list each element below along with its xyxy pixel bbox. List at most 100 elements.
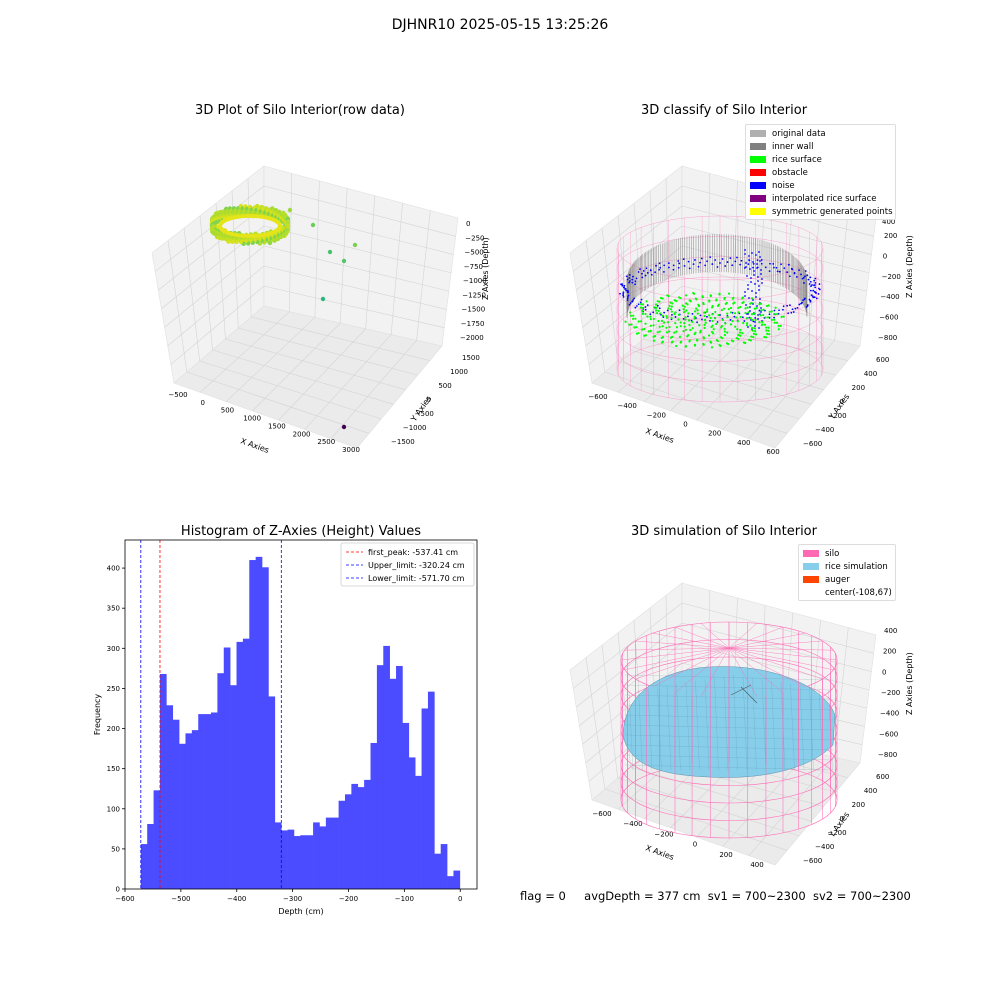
histogram-bar [204,714,212,889]
plot2-rice-point [766,316,770,319]
plot2-rice-point [659,312,662,315]
legend-label: silo [825,548,840,559]
plot2-rice-point [665,326,668,329]
plot2-noise-point [749,306,751,308]
plot2-noise-point [759,256,761,258]
plot2-rice-point [670,310,673,313]
plot1-xtick-label: 1000 [243,415,261,423]
plot2-rice-point [641,303,645,306]
plot2-rice-point [696,339,699,342]
plot1-data-point [285,223,291,228]
plot2-rice-point [737,311,740,314]
plot2-noise-point [817,287,820,290]
plot2-rice-point [723,330,727,333]
plot2-noise-point [625,289,628,292]
grid-line [289,173,293,312]
plot2-rice-point [745,322,749,325]
grid-line [681,245,867,292]
grid-line [314,180,320,318]
plot2-noise-point [714,259,717,261]
plot2-noise-point [621,283,624,286]
plot2-rice-point [688,299,691,302]
plot2-rice-point [774,313,777,316]
histogram-xtick-label: −100 [395,895,414,903]
plot2-noise-point [760,311,762,313]
plot2-rice-point [665,314,668,318]
plot2-noise-point [646,304,649,307]
plot2-rice-point [736,320,739,323]
grid-line [158,205,265,291]
plot2-rice-point [750,301,753,305]
plot2-noise-point [706,260,708,263]
plot2-rice-point [691,327,694,330]
plot2-noise-point [635,305,638,307]
plot2-rice-point [755,306,758,310]
plot2-rice-point [629,314,633,317]
grid-line [585,240,606,373]
legend-swatch [750,169,766,176]
plot2-rice-point [684,345,687,348]
plot2-noise-point [813,279,816,282]
plot2-rice-point [666,321,670,324]
plot2-noise-point [634,280,637,283]
grid-line [225,338,406,391]
histogram-bar [242,638,250,889]
plot2-ytick-label: 200 [852,384,865,392]
plot4-silo-lid [635,647,730,680]
plot2-rice-point [696,309,699,312]
plot2-rice-point [652,339,656,342]
plot2-noise-point [752,261,754,263]
legend-swatch [750,182,766,189]
plot2-rice-point [673,331,676,334]
plot2-noise-point [622,292,625,295]
grid-line [251,316,430,361]
plot2-noise-point [778,309,780,312]
grid-line [263,285,445,329]
plot2-noise-point [658,262,661,265]
plot2-rice-point [644,312,647,316]
legend-item: obstacle [746,166,895,179]
plot2-noise-point [753,274,755,276]
histogram-bar [313,822,320,889]
plot2-rice-point [747,311,750,314]
plot2-rice-point [647,330,650,333]
plot2-rice-point [726,342,730,346]
histogram-xlabel: Depth (cm) [278,907,323,916]
grid-line [617,777,800,837]
plot2-noise-point [814,277,817,280]
plot2-rice-point [684,328,687,331]
plot2-noise-point [628,277,631,279]
plot2-rice-point [701,295,704,298]
plot2-noise-point [809,276,812,279]
grid-line [167,265,265,347]
plot2-rice-point [641,328,644,331]
plot2-noise-point [678,309,681,312]
legend-item: symmetric generated points [746,205,895,218]
plot2-rice-point [773,321,776,324]
plot2-ztick-label: 400 [882,218,895,226]
grid-line [576,205,683,291]
plot2-rice-point [712,332,715,335]
plot2-noise-point [641,276,644,279]
plot2-noise-point [674,316,677,318]
plot2-rice-point [768,310,771,313]
plot2-noise-point [631,278,634,281]
histogram-ytick-label: 300 [107,645,120,653]
grid-line [681,642,870,691]
plot2-rice-point [656,331,659,334]
plot2-rice-point [711,324,714,327]
plot2-rice-point [624,320,627,323]
plot2-rice-point [707,334,711,337]
grid-line [617,360,800,420]
plot2-rice-point [717,303,720,306]
plot2-noise-point [726,261,729,263]
plot2-noise-point [624,287,627,290]
plot4-rice-mesh [790,683,795,771]
plot2-noise-point [704,264,707,267]
legend-item: center(-108,67) [799,586,895,599]
plot4-silo-lid [728,626,784,649]
plot2-ztick-label: −800 [878,334,897,342]
plot2-noise-point [750,281,752,283]
histogram-bar [166,705,174,889]
plot2-rice-point [659,296,663,300]
